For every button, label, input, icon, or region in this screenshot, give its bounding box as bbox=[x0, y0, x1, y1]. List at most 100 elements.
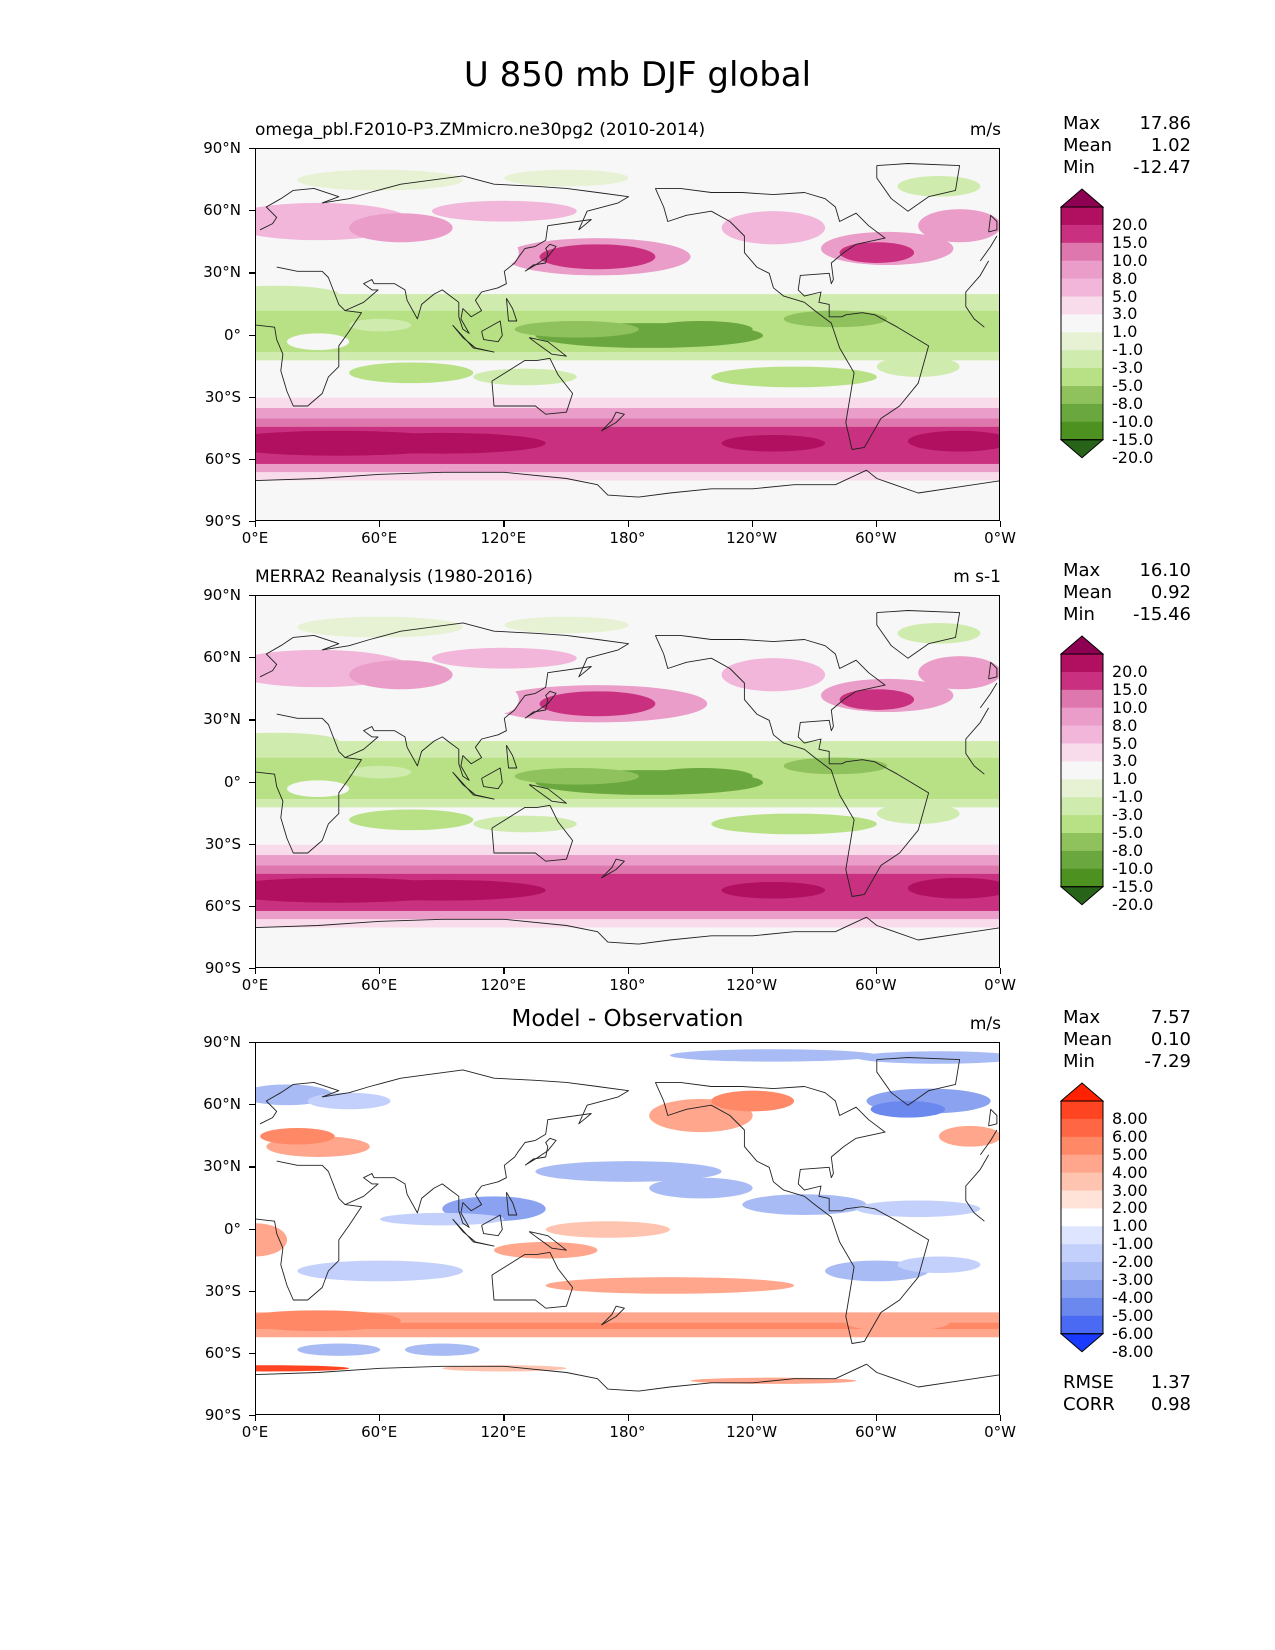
lon-tick-mark bbox=[255, 521, 257, 527]
contour-blob bbox=[260, 1127, 335, 1145]
lon-tick-label: 60°W bbox=[855, 529, 897, 547]
coastline bbox=[256, 757, 362, 854]
map-canvas bbox=[256, 149, 999, 520]
coastline bbox=[528, 784, 567, 804]
coastline bbox=[256, 310, 362, 407]
colorbar-tick-label: -6.00 bbox=[1112, 1323, 1154, 1343]
lat-tick-mark bbox=[249, 843, 255, 845]
lon-tick-label: 60°E bbox=[361, 976, 398, 994]
lat-tick-mark bbox=[249, 396, 255, 398]
coastline bbox=[965, 260, 989, 328]
contour-band bbox=[256, 741, 999, 758]
contour-blob bbox=[845, 1314, 950, 1332]
lat-tick-label: 30°S bbox=[204, 1281, 241, 1300]
stat-label: Mean bbox=[1063, 582, 1113, 603]
lat-tick-mark bbox=[249, 272, 255, 274]
coastline bbox=[452, 324, 495, 353]
colorbar-tick-label: -5.00 bbox=[1112, 1305, 1154, 1325]
coastline bbox=[452, 1218, 495, 1247]
coastline bbox=[524, 1137, 557, 1166]
colorbar-segment bbox=[1061, 1154, 1103, 1173]
lon-tick-mark bbox=[1000, 521, 1002, 527]
lat-tick-mark bbox=[249, 334, 255, 336]
lat-tick-mark bbox=[249, 1042, 255, 1044]
colorbar-segment bbox=[1061, 278, 1103, 297]
colorbar-tick-label: -8.0 bbox=[1112, 840, 1144, 860]
coastline bbox=[601, 1305, 625, 1326]
colorbar-tick-label: 3.0 bbox=[1112, 751, 1138, 771]
coastline bbox=[528, 1231, 567, 1251]
stat-value: 0.92 bbox=[1150, 582, 1191, 603]
lon-tick-mark bbox=[379, 968, 381, 974]
contour-blob bbox=[545, 1221, 670, 1238]
contour-blob bbox=[256, 1223, 288, 1257]
lon-tick-label: 120°E bbox=[480, 976, 527, 994]
contour-blob bbox=[711, 813, 877, 835]
lat-tick-mark bbox=[249, 1352, 255, 1355]
coastline bbox=[481, 320, 503, 343]
contour-band bbox=[256, 1322, 999, 1329]
contour-band bbox=[256, 910, 999, 920]
stat-row: Mean 0.92 bbox=[1063, 582, 1191, 604]
lat-tick-mark bbox=[249, 521, 255, 523]
colorbar-segment bbox=[1061, 350, 1103, 369]
lon-tick-mark bbox=[875, 1415, 878, 1421]
colorbar-tick-label: -8.00 bbox=[1112, 1341, 1154, 1361]
colorbar-segment bbox=[1061, 296, 1103, 315]
contour-blob bbox=[756, 691, 790, 717]
lon-tick-mark bbox=[1000, 1415, 1002, 1421]
north-pacific-jet bbox=[539, 691, 656, 717]
contour-blob bbox=[297, 1343, 381, 1356]
lat-tick-label: 0° bbox=[223, 325, 241, 344]
lat-tick-label: 60°N bbox=[203, 1095, 241, 1114]
contour-blob bbox=[711, 1090, 795, 1112]
colorbar-segment bbox=[1061, 1136, 1103, 1156]
contour-blob bbox=[897, 175, 981, 197]
lon-tick-mark bbox=[627, 521, 629, 527]
colorbar-tick-label: 10.0 bbox=[1112, 250, 1148, 270]
lon-tick-label: 180° bbox=[609, 1423, 646, 1441]
stat-label: Max bbox=[1063, 1007, 1101, 1028]
coastline bbox=[256, 469, 999, 498]
colorbar-segment bbox=[1061, 1101, 1103, 1120]
coastline bbox=[491, 1251, 574, 1309]
coastline bbox=[988, 214, 998, 233]
contour-blob bbox=[256, 732, 339, 750]
lat-tick-label: 60°N bbox=[203, 201, 241, 220]
map-canvas bbox=[256, 1043, 999, 1414]
contour-blob bbox=[442, 1365, 567, 1372]
contour-blob bbox=[876, 803, 960, 824]
contour-band bbox=[256, 418, 999, 427]
map-plot bbox=[255, 595, 1000, 968]
colorbar-segment bbox=[1061, 1244, 1103, 1263]
lat-tick-mark bbox=[249, 968, 255, 970]
contour-blob bbox=[907, 877, 999, 899]
metric-label: CORR bbox=[1063, 1394, 1115, 1415]
panel-reference: MERRA2 Reanalysis (1980-2016) m s-1 90°N… bbox=[0, 560, 1275, 1015]
colorbar bbox=[1060, 188, 1104, 459]
colorbar-segment bbox=[1061, 242, 1103, 262]
colorbar-tick-label: -20.0 bbox=[1112, 894, 1154, 914]
colorbar-segment bbox=[1061, 815, 1103, 834]
colorbar-segment bbox=[1061, 654, 1103, 673]
colorbar-extend-bottom bbox=[1060, 1333, 1104, 1353]
contour-blob bbox=[918, 656, 999, 690]
stats-box: Max 7.57 Mean 0.10 Min -7.29 bbox=[1063, 1007, 1191, 1073]
contour-blob bbox=[338, 879, 546, 901]
lat-tick-label: 60°S bbox=[204, 1343, 241, 1362]
colorbar-tick-label: -8.0 bbox=[1112, 393, 1144, 413]
stat-value: 0.10 bbox=[1150, 1029, 1191, 1050]
lat-tick-mark bbox=[249, 148, 255, 150]
colorbar-segment bbox=[1061, 850, 1103, 870]
lon-tick-label: 180° bbox=[609, 529, 646, 547]
contour-blob bbox=[297, 616, 463, 638]
colorbar-segment bbox=[1061, 1315, 1103, 1335]
colorbar-tick-label: -15.0 bbox=[1112, 429, 1154, 449]
lon-tick-mark bbox=[503, 521, 505, 527]
coastline bbox=[259, 175, 629, 334]
contour-blob bbox=[405, 1343, 480, 1356]
stat-label: Min bbox=[1063, 604, 1095, 625]
lat-tick-mark bbox=[249, 210, 255, 212]
contour-blob bbox=[711, 366, 877, 388]
lat-tick-label: 90°S bbox=[204, 1406, 241, 1424]
